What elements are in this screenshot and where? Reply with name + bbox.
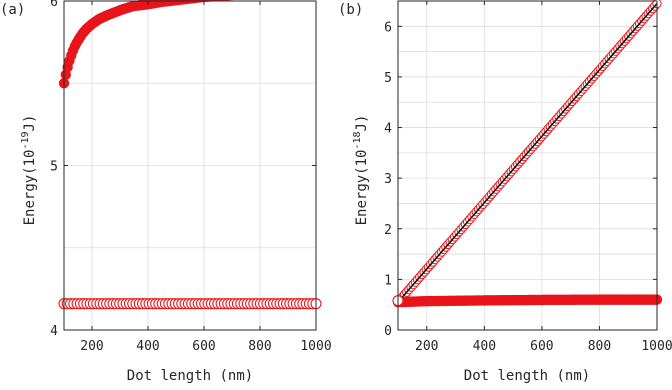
panel-b-y-tick-label: 2 bbox=[384, 223, 392, 238]
panel-b-x-tick-label: 1000 bbox=[641, 339, 672, 354]
panel-a-y-axis-label: Energy(10-19J) bbox=[20, 115, 38, 226]
panel-a-x-axis-label: Dot length (nm) bbox=[127, 368, 253, 384]
panel-a-x-tick-label: 400 bbox=[136, 339, 159, 354]
panel-a-y-tick-label: 5 bbox=[50, 160, 58, 175]
panel-b-x-tick-label: 800 bbox=[588, 339, 611, 354]
panel-a-y-axis-label-unit: J) bbox=[22, 115, 38, 132]
panel-b-series-1 bbox=[393, 0, 662, 307]
panel-a-series-1 bbox=[58, 0, 234, 89]
panel-b-y-tick-label: 5 bbox=[384, 71, 392, 86]
panel-b-fit-line bbox=[397, 3, 658, 303]
panel-b-y-axis-label-exponent: -18 bbox=[352, 131, 363, 149]
panel-a-y-tick-label: 6 bbox=[50, 0, 58, 10]
panel-b-y-tick-label: 3 bbox=[384, 172, 392, 187]
panel-b-x-tick-label: 200 bbox=[415, 339, 438, 354]
panel-a-x-tick-label: 200 bbox=[80, 339, 103, 354]
panel-b-y-tick-label: 1 bbox=[384, 273, 392, 288]
panel-b-x-tick-label: 400 bbox=[473, 339, 496, 354]
panel-b-y-tick-label: 6 bbox=[384, 20, 392, 35]
panel-b-y-tick-label: 4 bbox=[384, 122, 392, 137]
panel-b-y-tick-label: 0 bbox=[384, 324, 392, 339]
panel-b-axes-frame bbox=[397, 0, 658, 331]
panel-a-x-tick-label: 600 bbox=[192, 339, 215, 354]
panel-b-series-2 bbox=[392, 294, 663, 308]
panel-b-y-axis-label-base: Energy(10 bbox=[354, 150, 370, 226]
panel-a-x-tick-label: 800 bbox=[248, 339, 271, 354]
panel-b-energy-plot: 200 400 600 800 1000 0 1 2 3 4 5 6 Dot length (nm) En… bbox=[338, 0, 672, 384]
panel-b-x-tick-label: 600 bbox=[530, 339, 553, 354]
panel-a-energy-plot: 200 400 600 800 1000 4 5 6 Dot length (nm) Energy… bbox=[0, 0, 332, 384]
panel-a-y-tick-label: 4 bbox=[50, 324, 58, 339]
panel-a-x-tick-label: 1000 bbox=[300, 339, 331, 354]
panel-a-y-axis-label-base: Energy(10 bbox=[22, 150, 38, 226]
panel-b-panel-label: (b) bbox=[338, 2, 363, 18]
panel-a-panel-label: (a) bbox=[0, 2, 25, 18]
panel-b-y-axis-label-unit: J) bbox=[354, 115, 370, 132]
panel-b-x-axis-label: Dot length (nm) bbox=[464, 368, 590, 384]
panel-a-series-2 bbox=[58, 298, 322, 310]
panel-b-y-axis-label: Energy(10-18J) bbox=[352, 115, 370, 226]
panel-a-y-axis-label-exponent: -19 bbox=[20, 131, 31, 149]
